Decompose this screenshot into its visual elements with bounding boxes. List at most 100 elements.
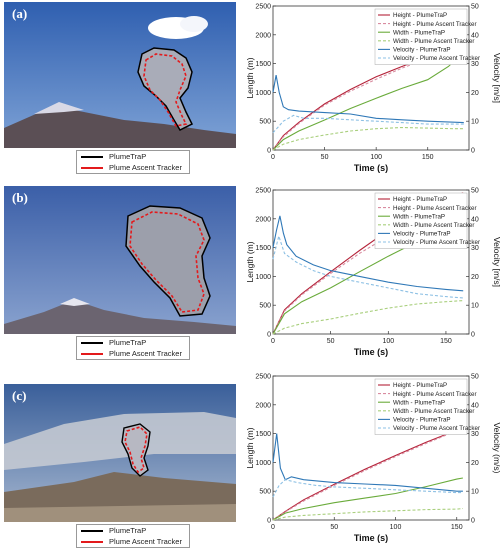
x-tick-label: 50 [327,338,335,345]
y-right-tick-label: 40 [471,216,479,223]
x-tick-label: 50 [330,524,338,531]
chart-c: 0 50 100 150 0 500 1000 1500 2000 2500 0 10 20 30 40 50… [245,370,500,555]
legend-label: Height - PlumeTraP [393,196,447,203]
chart-c-svg: 0 50 100 1500500100015002000250001020304050… [245,374,500,544]
legend-label: Width - Plume Ascent Tracker [393,408,475,415]
legend-label: Height - PlumeTraP [393,382,447,389]
y-right-tick-label: 0 [471,518,475,525]
legend-label: Velocity - Plume Ascent Tracker [393,55,480,62]
x-tick-label: 100 [370,154,382,161]
x-axis-label: Time (s) [354,347,388,357]
legend-label: Velocity - PlumeTraP [393,417,451,424]
x-tick-label: 0 [271,338,275,345]
series-line [272,126,464,151]
legend-label: Height - Plume Ascent Tracker [393,391,477,398]
x-tick-label: 0 [271,154,275,161]
y-left-tick-label: 2000 [255,402,271,409]
legend-label: Width - PlumeTraP [393,213,445,220]
y-left-axis-label: Length (m) [247,241,255,282]
x-tick-label: 50 [321,154,329,161]
y-right-tick-label: 10 [471,303,479,310]
chart-legend-box [374,378,468,435]
ash-cloud [4,412,236,470]
y-right-tick-label: 30 [471,431,479,438]
y-right-tick-label: 20 [471,274,479,281]
legend-label: Width - PlumeTraP [393,399,445,406]
y-right-tick-label: 0 [471,332,475,339]
plume-outline-ascent-tracker [129,211,205,313]
y-right-tick-label: 50 [471,4,479,11]
y-left-tick-label: 1500 [255,61,271,68]
photo-legend-item: PlumeTraP [77,337,189,348]
legend-label: Velocity - PlumeTraP [393,231,451,238]
series-line [272,51,465,151]
y-right-axis-label: Velocity [m/s] [492,237,500,287]
y-right-axis-label: Velocity (m/s) [492,422,500,473]
photo-b-image [4,186,236,334]
photo-a-image [4,2,236,148]
legend-label: Velocity - Plume Ascent Tracker [393,425,480,432]
x-tick-label: 150 [440,338,452,345]
chart-legend-box [374,192,468,249]
legend-label: Width - Plume Ascent Tracker [393,38,475,45]
photo-legend-item: Plume Ascent Tracker [77,536,189,547]
legend-swatch [81,155,103,158]
y-right-tick-label: 30 [471,61,479,68]
y-right-axis-label: Velocity [m/s] [492,53,500,103]
legend-label: Height - Plume Ascent Tracker [393,205,477,212]
chart-b-svg: 0 50 100 1500500100015002000250001020304050… [245,188,500,358]
series-line [272,433,463,492]
y-right-tick-label: 50 [471,374,479,381]
x-tick-label: 150 [451,524,463,531]
legend-label: Height - PlumeTraP [393,12,447,19]
legend-label: PlumeTraP [109,526,147,535]
legend-swatch [81,352,103,355]
y-right-tick-label: 20 [471,90,479,97]
x-axis-label: Time (s) [354,163,388,173]
volcano-silhouette [4,106,236,148]
panel-label: (c) [12,388,27,403]
legend-label: PlumeTraP [109,152,147,161]
photo-legend-a: PlumeTraP Plume Ascent Tracker [76,150,190,174]
legend-swatch [81,540,103,543]
series-line [272,114,464,134]
x-tick-label: 100 [390,524,402,531]
plume-outline-ascent-tracker [143,53,188,127]
y-right-tick-label: 20 [471,460,479,467]
panel-label: (b) [12,190,28,205]
y-right-tick-label: 30 [471,245,479,252]
plume-outline-plumetrap [121,423,151,477]
photo-legend-b: PlumeTraP Plume Ascent Tracker [76,336,190,360]
photo-legend-item: Plume Ascent Tracker [77,162,189,173]
y-right-tick-label: 10 [471,119,479,126]
x-tick-label: 100 [382,338,394,345]
legend-label: Width - Plume Ascent Tracker [393,222,475,229]
x-tick-label: 0 [271,524,275,531]
legend-label: Velocity - Plume Ascent Tracker [393,239,480,246]
photo-legend-item: Plume Ascent Tracker [77,348,189,359]
plume-outline-plumetrap [125,205,211,317]
series-line [272,477,463,521]
legend-label: Width - PlumeTraP [393,29,445,36]
y-left-tick-label: 1000 [255,274,271,281]
photo-legend-item: PlumeTraP [77,525,189,536]
chart-a-svg: 0 50 100 1500500100015002000250001020304050… [245,4,500,174]
y-left-tick-label: 0 [267,332,271,339]
y-left-tick-label: 1000 [255,90,271,97]
legend-label: Plume Ascent Tracker [109,349,182,358]
plume-outline-ascent-tracker [124,426,148,474]
series-line [272,428,464,521]
x-tick-label: 150 [422,154,434,161]
y-left-tick-label: 2500 [255,374,271,381]
y-right-tick-label: 0 [471,148,475,155]
y-left-tick-label: 500 [259,119,271,126]
series-line [272,215,464,292]
y-left-tick-label: 0 [267,148,271,155]
legend-label: Velocity - PlumeTraP [393,47,451,54]
legend-label: Plume Ascent Tracker [109,163,182,172]
y-right-tick-label: 40 [471,402,479,409]
series-line [272,507,463,521]
y-left-tick-label: 0 [267,518,271,525]
photo-c: (c) [4,384,236,522]
legend-swatch [81,529,103,532]
